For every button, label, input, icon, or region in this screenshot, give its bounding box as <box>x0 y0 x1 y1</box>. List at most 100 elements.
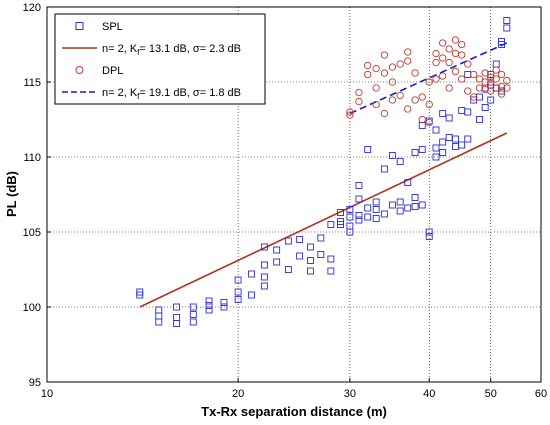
dpl-point <box>439 39 447 47</box>
spl-point <box>273 246 281 254</box>
legend-items: SPL n= 2, Kf= 13.1 dB, σ= 2.3 dB DPL n= 2, … <box>62 21 241 101</box>
y-axis-title: PL (dB) <box>4 171 19 217</box>
spl-point <box>346 213 354 221</box>
legend: SPL n= 2, Kf= 13.1 dB, σ= 2.3 dB DPL n= 2, … <box>54 13 266 105</box>
dpl-point <box>492 66 500 74</box>
spl-point <box>189 311 197 318</box>
spl-point <box>396 207 404 215</box>
spl-point <box>260 261 268 269</box>
dpl-point <box>432 58 440 67</box>
dpl-point <box>445 45 453 53</box>
y-tick-label: 115 <box>23 77 41 89</box>
dpl-point <box>355 97 363 106</box>
spl-point <box>327 221 335 228</box>
spl-point <box>418 201 426 209</box>
dpl-point <box>346 108 354 116</box>
spl-point <box>498 87 505 95</box>
dpl-point <box>492 84 500 92</box>
spl-point <box>296 236 304 243</box>
dpl-point <box>425 78 433 86</box>
dpl-point <box>396 60 404 68</box>
spl-point <box>372 206 380 213</box>
spl-point <box>220 303 228 311</box>
dpl-point <box>404 57 412 65</box>
spl-point <box>364 146 372 153</box>
dpl-point <box>503 84 511 92</box>
spl-point <box>439 138 447 146</box>
spl-point <box>260 273 268 281</box>
spl-point <box>306 243 314 251</box>
dpl-point <box>464 60 472 68</box>
spl-point <box>432 126 440 134</box>
spl-point <box>411 149 419 156</box>
spl-fit-line <box>139 132 508 308</box>
spl-point <box>234 296 242 303</box>
dpl-point <box>487 73 495 82</box>
dpl-point <box>445 58 453 67</box>
dpl-point <box>355 88 363 97</box>
dpl-point <box>388 78 397 86</box>
spl-point <box>418 146 426 153</box>
dpl-point <box>464 87 472 95</box>
spl-point <box>306 257 314 264</box>
dpl-point <box>487 87 495 95</box>
x-tick-label: 30 <box>344 388 356 400</box>
dpl-point <box>380 109 389 118</box>
dpl-point <box>451 67 460 76</box>
legend-label: SPL <box>102 21 123 33</box>
spl-point <box>273 258 281 266</box>
spl-point <box>439 149 447 156</box>
dpl-point <box>388 96 397 104</box>
legend-spl-marker <box>75 22 84 30</box>
spl-point <box>388 152 396 159</box>
spl-point <box>248 270 256 278</box>
spl-point <box>136 291 144 299</box>
spl-point <box>372 198 380 206</box>
dpl-point <box>475 75 484 83</box>
dpl-point <box>418 93 426 101</box>
spl-point <box>476 116 483 123</box>
dpl-point <box>411 69 419 77</box>
spl-point <box>189 318 197 326</box>
dpl-point <box>458 40 466 49</box>
x-tick-label: 20 <box>232 388 244 400</box>
spl-point <box>380 165 388 173</box>
spl-point <box>452 135 459 143</box>
spl-point <box>284 237 292 245</box>
x-axis-title: Tx-Rx separation distance (m) <box>201 404 387 419</box>
spl-point <box>189 303 197 311</box>
y-tick-label: 100 <box>23 302 41 314</box>
legend-dpl-marker <box>75 66 84 74</box>
dpl-point <box>492 75 500 83</box>
dpl-point <box>439 54 447 62</box>
spl-point <box>445 114 453 122</box>
plot-frame <box>46 6 542 383</box>
spl-point <box>260 282 268 290</box>
legend-label: DPL <box>102 65 123 77</box>
spl-point <box>327 267 335 275</box>
dpl-point <box>425 118 433 127</box>
spl-point <box>173 303 181 311</box>
spl-point <box>388 201 396 209</box>
dpl-point <box>372 64 380 73</box>
dpl-point <box>404 48 412 56</box>
spl-point <box>260 243 268 251</box>
spl-point <box>346 206 354 213</box>
dpl-point <box>470 70 478 79</box>
spl-point <box>337 209 344 216</box>
spl-point <box>498 38 505 45</box>
y-tick-label: 105 <box>23 227 41 239</box>
spl-point <box>327 255 335 263</box>
y-tick-label: 95 <box>29 377 41 389</box>
dpl-point <box>439 72 447 80</box>
series-layer <box>136 17 511 327</box>
dpl-point <box>481 69 489 77</box>
legend-label: n= 2, Kf= 13.1 dB, σ= 2.3 dB <box>102 43 241 57</box>
spl-point <box>248 291 256 299</box>
spl-point <box>306 267 314 275</box>
y-tick-label: 110 <box>23 152 41 164</box>
dpl-point <box>411 96 419 104</box>
dpl-point <box>364 70 372 79</box>
dpl-point <box>470 93 478 101</box>
spl-point <box>404 179 412 186</box>
